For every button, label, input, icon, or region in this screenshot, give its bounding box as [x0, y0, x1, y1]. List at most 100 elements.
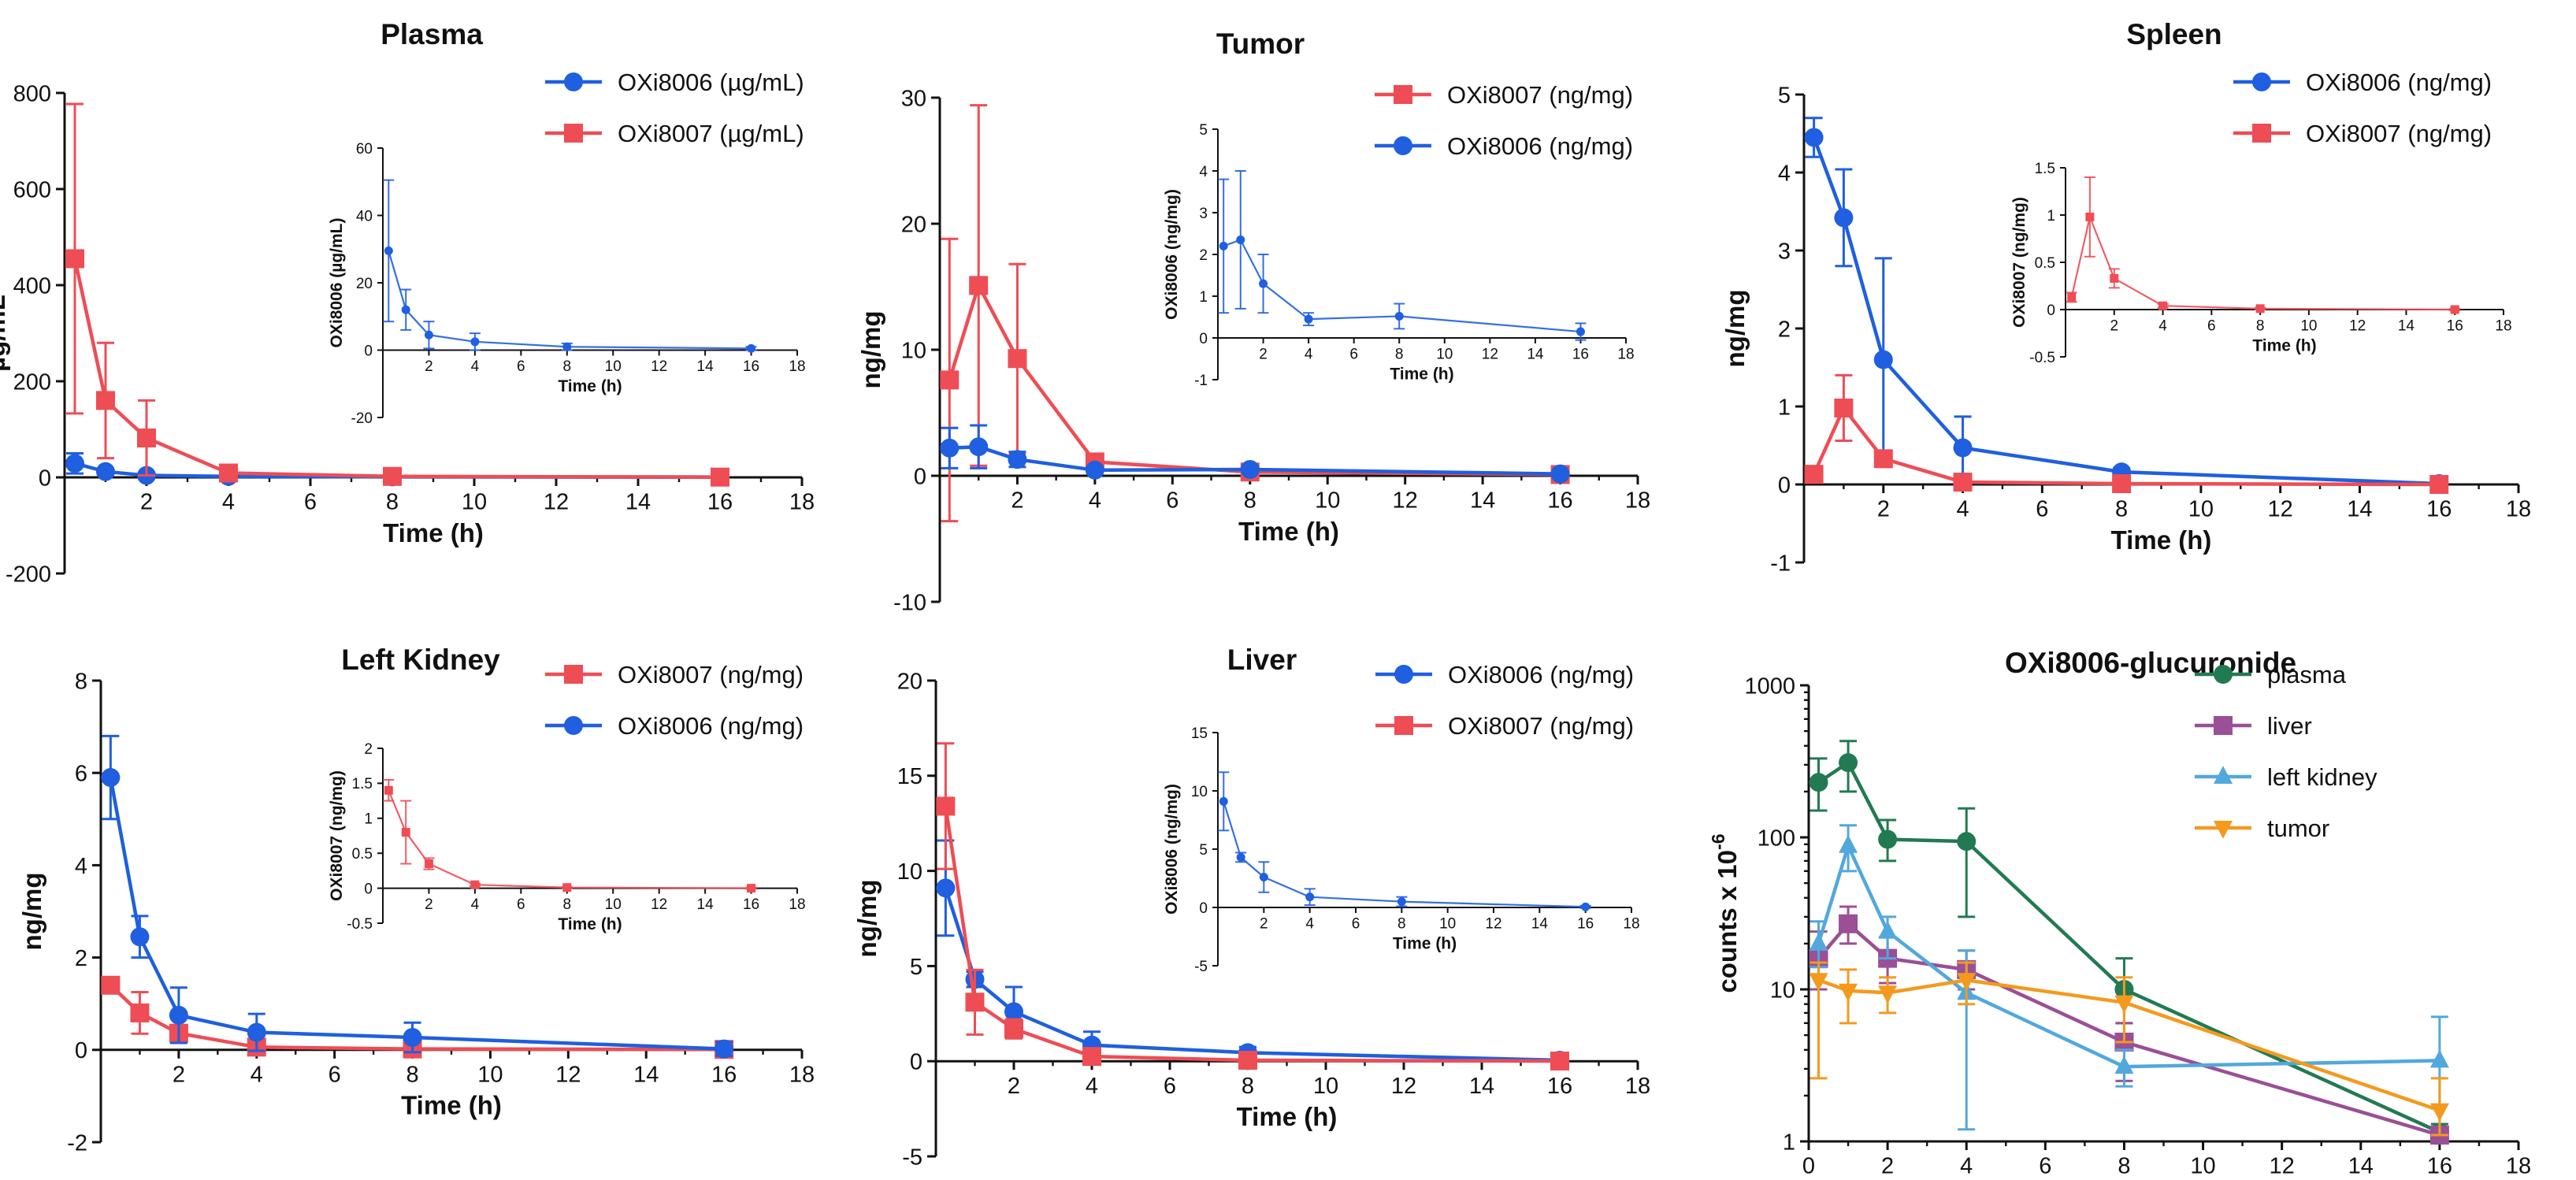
- panel-glucuronide: OXi8006-glucuronide 1 10 100 1000 0 2 4 6 8 10 12 14…: [1708, 647, 2531, 1179]
- tumor-series-oxi8006-ng-mg-: [940, 424, 1570, 484]
- plasma-data-point: [65, 249, 84, 269]
- left-kidney-inset-x-tick-label: 14: [697, 896, 715, 913]
- liver-inset-x-tick-label: 16: [1577, 915, 1594, 932]
- plasma-inset-x-axis-label: Time (h): [558, 377, 622, 395]
- panel-title: OXi8006-glucuronide: [2005, 647, 2296, 679]
- plasma-inset-x-tick-label: 8: [562, 358, 571, 375]
- tumor-inset-x-tick-label: 16: [1572, 346, 1589, 362]
- liver-series-line: [944, 887, 1561, 1063]
- spleen-data-point: [1873, 350, 1893, 369]
- left-kidney-x-tick-label: 18: [789, 1062, 815, 1087]
- glucuronide-y-axis-label-exponent: -6: [1708, 833, 1728, 850]
- spleen-inset-x-axis-label: Time (h): [2252, 337, 2316, 355]
- left-kidney-data-point: [130, 1003, 150, 1022]
- left-kidney-x-tick-label: 16: [711, 1062, 737, 1087]
- glucuronide-legend-label: liver: [2267, 712, 2312, 740]
- spleen-y-tick-label: 5: [1778, 83, 1791, 108]
- tumor-inset-series-oxi8006: [1218, 170, 1587, 341]
- glucuronide-data-point: [1839, 753, 1858, 773]
- spleen-data-point: [1804, 465, 1824, 484]
- liver-data-point: [1238, 1050, 1257, 1070]
- glucuronide-data-point: [1839, 914, 1858, 933]
- plasma-legend-label: OXi8006 (µg/mL): [618, 69, 804, 96]
- liver-inset: -5 0 5 10 15 2 4 6 8 10 12 14 16 18 Time (h) OXi8006 (n…: [1163, 725, 1640, 975]
- plasma-inset-y-tick-label: -20: [351, 410, 373, 427]
- left-kidney-y-tick-label: 0: [75, 1038, 87, 1063]
- spleen-data-point: [1953, 473, 1973, 492]
- plasma-inset-data-point: [747, 343, 756, 353]
- plasma-y-tick-label: 800: [13, 81, 51, 106]
- tumor-data-point: [1008, 450, 1027, 469]
- plasma-y-tick-label: -200: [6, 562, 51, 587]
- left-kidney-inset-y-axis-label: OXi8007 (ng/mg): [328, 770, 346, 901]
- spleen-x-axis-label: Time (h): [2111, 525, 2212, 555]
- spleen-data-point: [1834, 208, 1854, 228]
- glucuronide-legend-marker: [2214, 821, 2233, 839]
- spleen-inset-x-tick-label: 14: [2398, 317, 2415, 334]
- left-kidney-inset-data-point: [562, 883, 572, 892]
- glucuronide-data-point: [2114, 1056, 2134, 1074]
- plasma-inset-x-tick-label: 4: [471, 358, 480, 375]
- tumor-inset-y-tick-label: -1: [1194, 373, 1208, 389]
- tumor-series-line: [948, 284, 1561, 477]
- plasma-x-tick-label: 12: [544, 490, 569, 515]
- liver-series-oxi8007-ng-mg-: [936, 742, 1569, 1071]
- spleen-y-tick-label: 1: [1778, 395, 1791, 420]
- spleen-inset: -0.5 0 0.5 1 1.5 2 4 6 8 10 12 14 16 18 Time (h) OXi800…: [2010, 161, 2512, 366]
- left-kidney-inset-data-point: [401, 828, 410, 837]
- liver-y-tick-label: 0: [910, 1050, 922, 1075]
- tumor-inset-data-point: [1236, 235, 1245, 244]
- liver-inset-x-tick-label: 10: [1439, 915, 1456, 932]
- plasma-legend-marker: [564, 124, 583, 143]
- tumor-legend-label: OXi8006 (ng/mg): [1447, 132, 1633, 160]
- panel-title: Liver: [1227, 644, 1297, 676]
- liver-legend-marker: [1394, 665, 1413, 684]
- spleen-y-tick-label: 3: [1778, 239, 1791, 264]
- plasma-y-tick-label: 200: [13, 369, 51, 395]
- liver-inset-x-tick-label: 6: [1352, 915, 1360, 932]
- spleen-inset-x-tick-label: 6: [2207, 317, 2216, 334]
- spleen-legend-marker: [2252, 124, 2271, 143]
- left-kidney-inset-x-tick-label: 4: [471, 896, 480, 913]
- spleen-inset-y-axis-label: OXi8007 (ng/mg): [2010, 197, 2029, 328]
- spleen-x-tick-label: 2: [1877, 497, 1890, 522]
- left-kidney-legend-label: OXi8007 (ng/mg): [618, 661, 804, 688]
- liver-data-point: [1004, 1019, 1023, 1039]
- plasma-x-tick-label: 2: [140, 490, 153, 515]
- tumor-x-tick-label: 8: [1244, 488, 1256, 514]
- liver-y-tick-label: 15: [897, 764, 922, 789]
- liver-inset-x-tick-label: 4: [1305, 915, 1314, 932]
- liver-legend-label: OXi8007 (ng/mg): [1448, 712, 1634, 740]
- spleen-y-tick-label: 0: [1778, 473, 1791, 498]
- plasma-inset-data-point: [470, 337, 480, 347]
- liver-inset-data-point: [1581, 902, 1591, 911]
- glucuronide-x-tick-label: 6: [2039, 1154, 2051, 1179]
- left-kidney-inset-x-tick-label: 16: [743, 896, 759, 913]
- left-kidney-inset-x-tick-label: 8: [562, 896, 571, 913]
- tumor-legend-marker: [1394, 85, 1412, 104]
- tumor-x-tick-label: 16: [1547, 488, 1572, 514]
- tumor-inset-data-point: [1304, 314, 1313, 324]
- plasma-inset-data-point: [384, 246, 393, 255]
- spleen-inset-data-point: [2067, 292, 2077, 302]
- plasma-inset-x-tick-label: 12: [651, 358, 667, 375]
- liver-inset-y-tick-label: 10: [1191, 784, 1208, 800]
- tumor-inset-x-tick-label: 6: [1349, 346, 1358, 362]
- left-kidney-y-tick-label: 2: [75, 946, 87, 971]
- spleen-data-point: [2112, 474, 2132, 494]
- spleen-inset-data-point: [2158, 301, 2168, 310]
- spleen-inset-x-tick-label: 10: [2300, 317, 2317, 334]
- plasma-inset-y-tick-label: 40: [356, 208, 373, 224]
- tumor-data-point: [940, 370, 960, 390]
- glucuronide-x-tick-label: 18: [2506, 1154, 2531, 1179]
- tumor-x-tick-label: 2: [1011, 488, 1023, 514]
- plasma-inset-y-tick-label: 20: [356, 276, 373, 292]
- left-kidney-inset-data-point: [747, 884, 756, 893]
- spleen-x-tick-label: 16: [2426, 497, 2452, 522]
- tumor-y-tick-label: 20: [901, 212, 926, 237]
- liver-x-axis-label: Time (h): [1237, 1102, 1338, 1131]
- tumor-inset-y-tick-label: 4: [1199, 164, 1208, 180]
